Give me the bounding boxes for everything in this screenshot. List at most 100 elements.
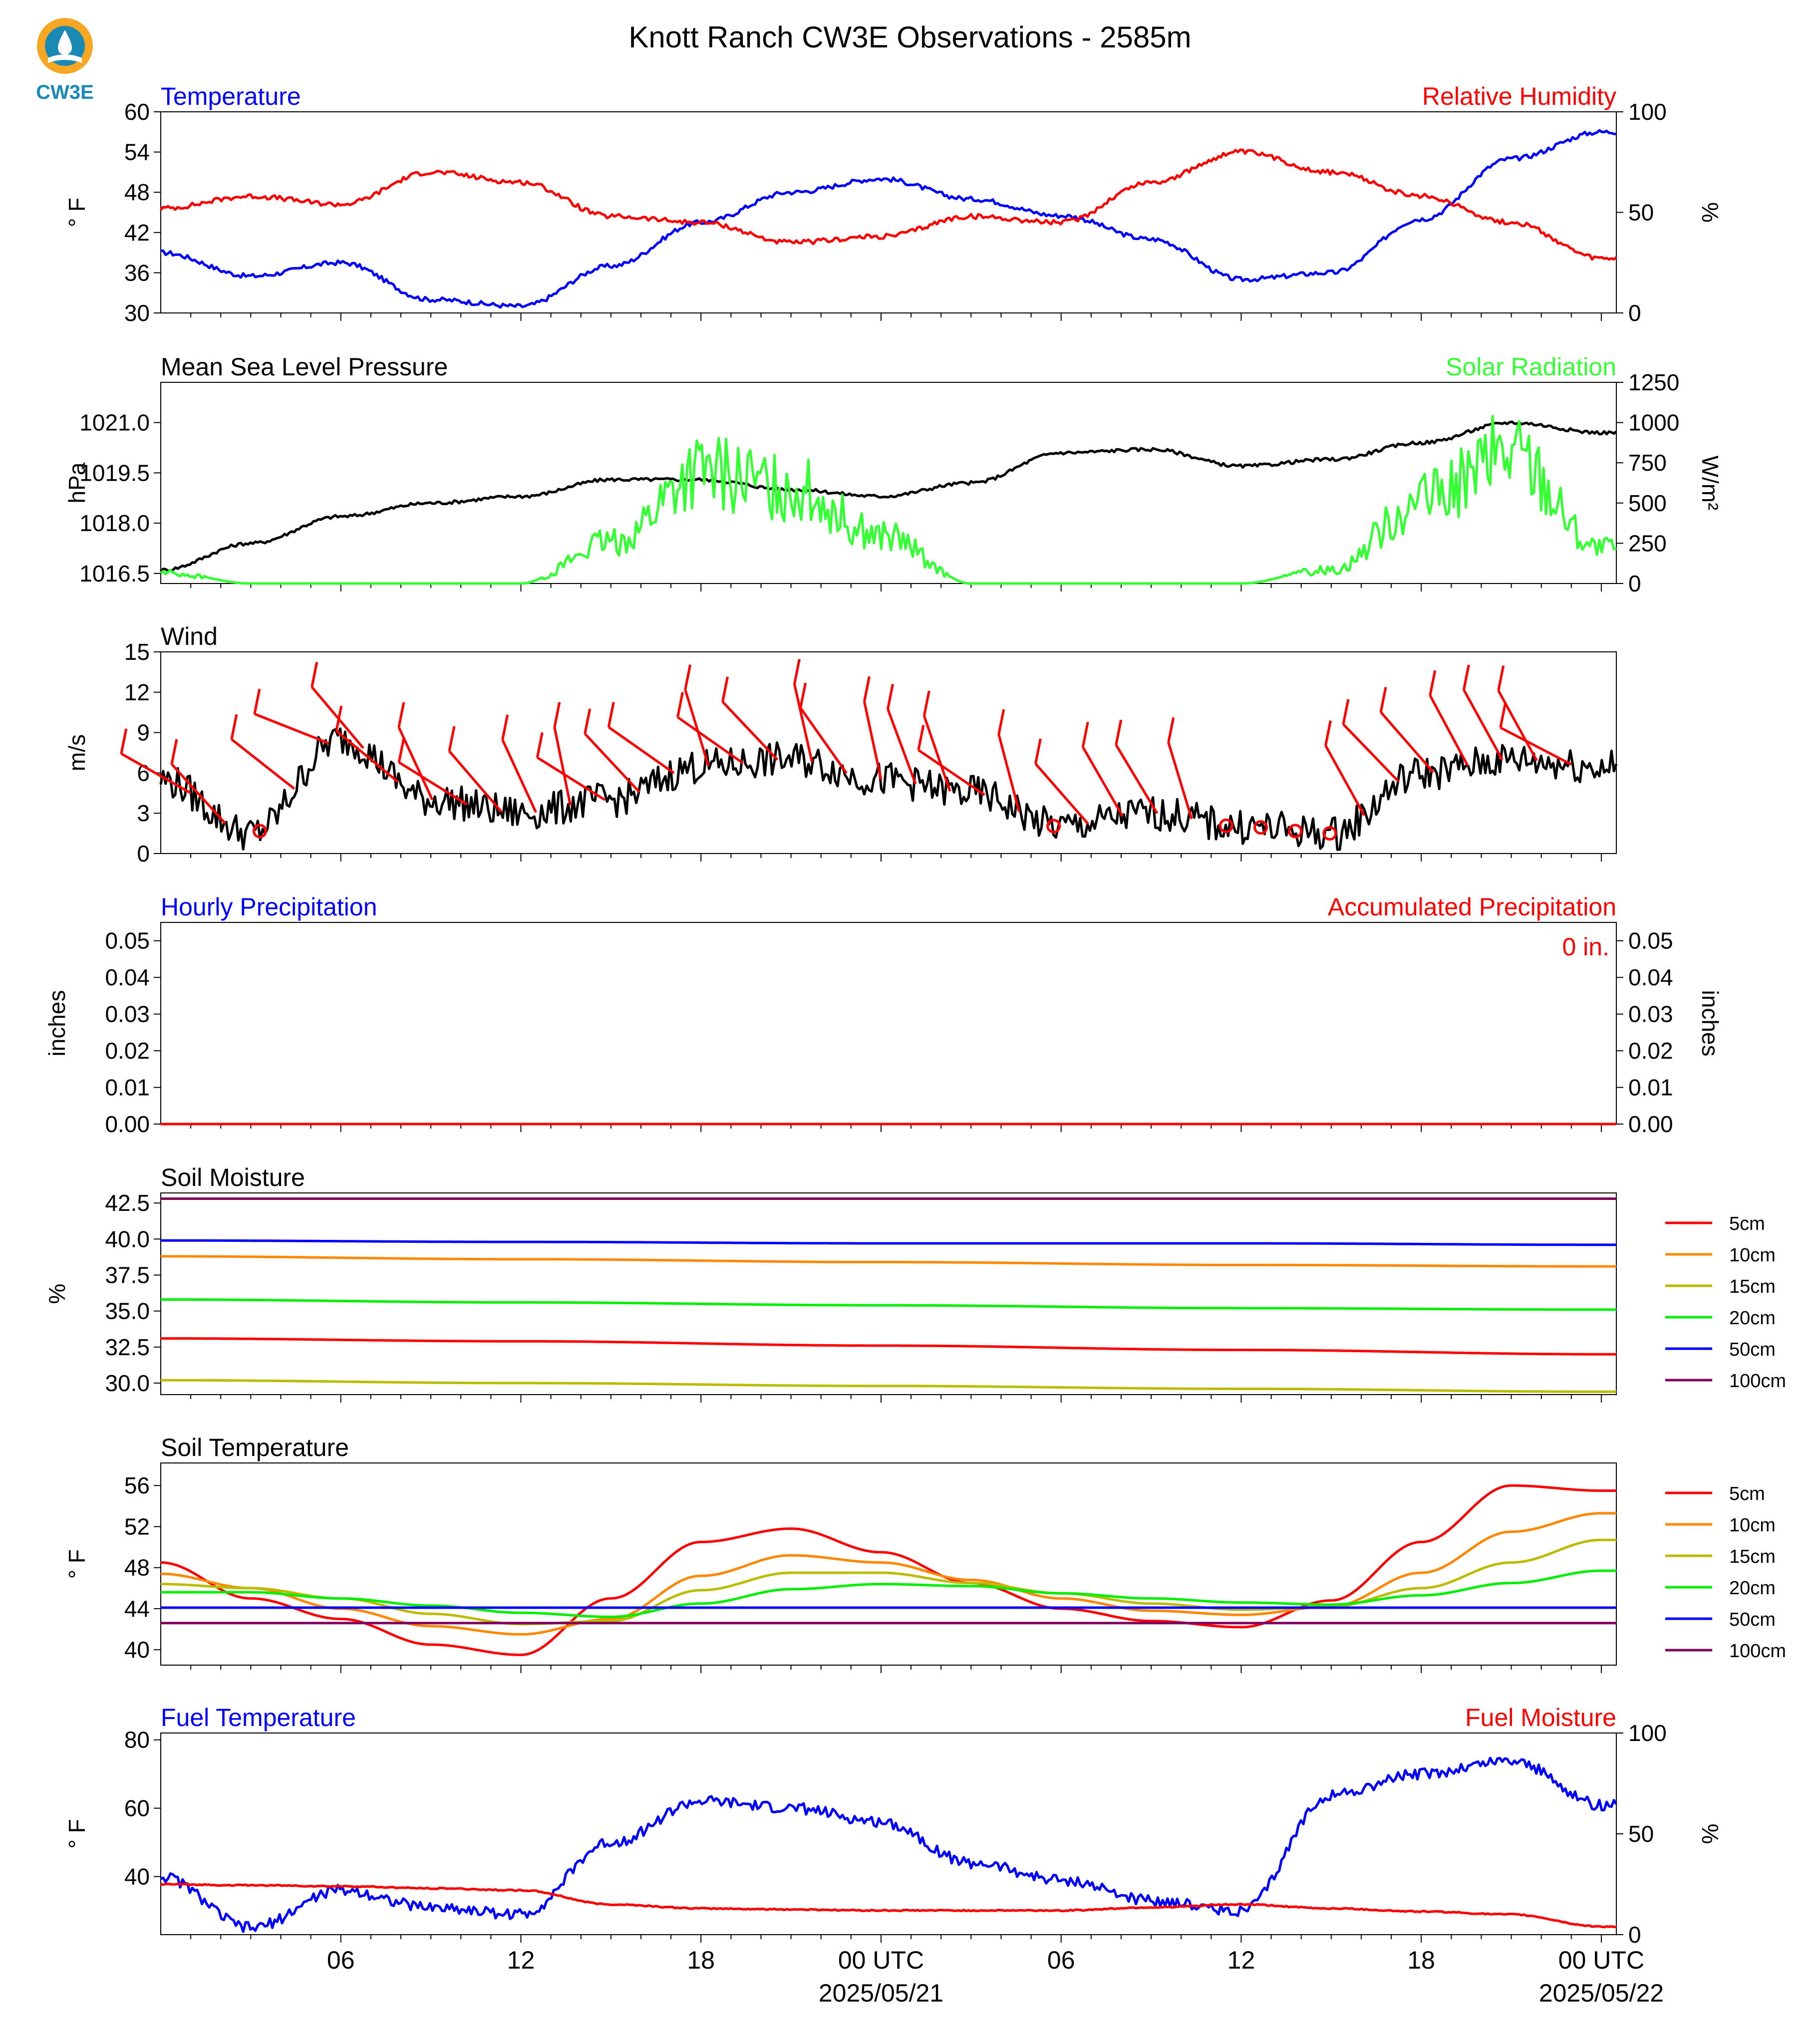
wind-barb: [231, 738, 296, 790]
panel-6-ytick-label: 44: [124, 1596, 150, 1622]
wind-barb-flag: [253, 688, 261, 714]
wind-barb-flag: [1324, 720, 1332, 746]
panel-7-y2label: %: [1697, 1824, 1723, 1844]
panel-4-y2tick-label: 0.03: [1628, 1001, 1673, 1027]
panel-7-ytick-label: 80: [124, 1727, 150, 1753]
panel-5-series-2: [161, 1255, 1616, 1268]
wind-barb: [917, 749, 985, 796]
panel-2-frame: [160, 382, 1617, 584]
wind-barb-flag: [997, 709, 1005, 735]
cw3e-logo: CW3E: [30, 15, 100, 105]
wind-barb: [607, 726, 675, 774]
panel-4-y2tick-label: 0.00: [1628, 1111, 1673, 1137]
panel-5-ytick-label: 42.5: [105, 1190, 150, 1216]
panel-2-ylabel: hPa: [64, 462, 90, 503]
panel-6-series-4: [161, 1569, 1616, 1618]
x-date-label: 2025/05/22: [1539, 1979, 1664, 2007]
panel-6-series-3: [161, 1538, 1616, 1626]
panel-5-series-4: [161, 1298, 1616, 1311]
panel-5-ytick-label: 35.0: [105, 1298, 150, 1324]
x-tick-label: 18: [1407, 1946, 1435, 1974]
panel-2-y2label: W/m²: [1697, 456, 1723, 511]
wind-barb-flag: [1342, 699, 1350, 725]
panel-6-frame: [160, 1462, 1617, 1666]
panel-1-ytick-label: 48: [124, 179, 150, 205]
panel-1-series-2: [160, 148, 1617, 261]
panel-1-ytick-label: 36: [124, 260, 150, 286]
panel-2-y2tick-label: 250: [1628, 530, 1667, 556]
panel-7-y2tick-label: 100: [1628, 1720, 1667, 1746]
panel-1-right-title: Relative Humidity: [1422, 82, 1616, 110]
wind-barb: [887, 708, 917, 785]
wind-barb-flag: [917, 725, 925, 751]
panel-3-ytick-label: 3: [137, 800, 150, 826]
panel-1-ytick-label: 30: [124, 300, 150, 326]
wind-barb: [1497, 690, 1538, 762]
logo-text: CW3E: [36, 81, 94, 103]
wind-barb-flag: [721, 676, 729, 702]
wind-barb: [1082, 746, 1124, 817]
wind-barb-flag: [230, 714, 238, 740]
panel-6-ytick-label: 48: [124, 1555, 150, 1581]
panel-2-y2tick-label: 1000: [1628, 410, 1679, 436]
panel-4-y2tick-label: 0.01: [1628, 1075, 1673, 1101]
wind-barb-flag: [536, 732, 544, 758]
panel-6-ytick-label: 52: [124, 1513, 150, 1539]
wind-barb: [677, 716, 744, 764]
wind-barb: [254, 713, 329, 745]
wind-barb: [1218, 818, 1233, 833]
panel-4-ytick-label: 0.02: [105, 1038, 150, 1064]
panel-5-frame: [160, 1192, 1617, 1395]
panel-2-ytick-label: 1021.0: [79, 410, 150, 436]
panel-5-ytick-label: 40.0: [105, 1226, 150, 1252]
wind-barb-flag: [170, 739, 178, 765]
wind-barb: [793, 684, 814, 763]
panel-6-series-1: [160, 1484, 1616, 1656]
panel-7-ytick-label: 40: [124, 1864, 150, 1890]
panel-5-ytick-label: 37.5: [105, 1262, 150, 1288]
panel-7-y2tick-label: 50: [1628, 1821, 1654, 1847]
panel-4-ytick-label: 0.05: [105, 928, 150, 954]
panel-3-ytick-label: 12: [124, 679, 150, 705]
wind-barb: [171, 763, 227, 825]
legend-label: 15cm: [1729, 1546, 1776, 1567]
legend-label: 20cm: [1729, 1308, 1776, 1329]
wind-barb-flag: [448, 726, 456, 752]
wind-barb: [1429, 695, 1469, 767]
legend-label: 15cm: [1729, 1276, 1776, 1297]
panel-2-ytick-label: 1016.5: [79, 561, 150, 586]
panel-1-ytick-label: 42: [124, 220, 150, 246]
wind-barb-flag: [120, 728, 128, 754]
panel-4-y2label: inches: [1697, 990, 1723, 1057]
panel-4-right-title: Accumulated Precipitation: [1328, 893, 1616, 921]
wind-barb: [721, 701, 779, 761]
panel-2-y2tick-label: 500: [1628, 490, 1667, 516]
panel-5-ytick-label: 30.0: [105, 1370, 150, 1396]
panel-5-title: Soil Moisture: [161, 1163, 305, 1191]
panel-7-series-2: [160, 1882, 1617, 1929]
wind-barb: [1342, 723, 1400, 783]
wind-barb-flag: [607, 702, 615, 728]
panel-3-ytick-label: 0: [137, 841, 150, 867]
panel-4-y2tick-label: 0.04: [1628, 964, 1673, 990]
panel-4-ylabel: inches: [44, 990, 70, 1057]
panel-7-series-1: [160, 1756, 1618, 1933]
wind-barb: [398, 761, 468, 806]
panel-3-ytick-label: 15: [124, 639, 150, 665]
legend-label: 5cm: [1729, 1213, 1765, 1234]
wind-barb-flag: [1115, 719, 1123, 745]
wind-barb: [1046, 819, 1061, 834]
x-tick-label: 12: [1227, 1946, 1255, 1974]
panel-2-series-2: [160, 415, 1617, 585]
panel-7-y2tick-label: 0: [1628, 1922, 1641, 1948]
panel-4-title: Hourly Precipitation: [161, 893, 377, 921]
panel-5-ylabel: %: [44, 1284, 70, 1304]
wind-barb: [1288, 824, 1303, 839]
wind-barb-flag: [1081, 722, 1089, 748]
panel-6-title: Soil Temperature: [161, 1434, 349, 1461]
panel-7-ylabel: ° F: [64, 1819, 90, 1848]
panel-1-y2tick-label: 0: [1628, 300, 1641, 326]
cw3e-logo-icon: CW3E: [36, 18, 94, 103]
panel-1-y2tick-label: 50: [1628, 200, 1654, 226]
wind-barb: [310, 686, 364, 749]
